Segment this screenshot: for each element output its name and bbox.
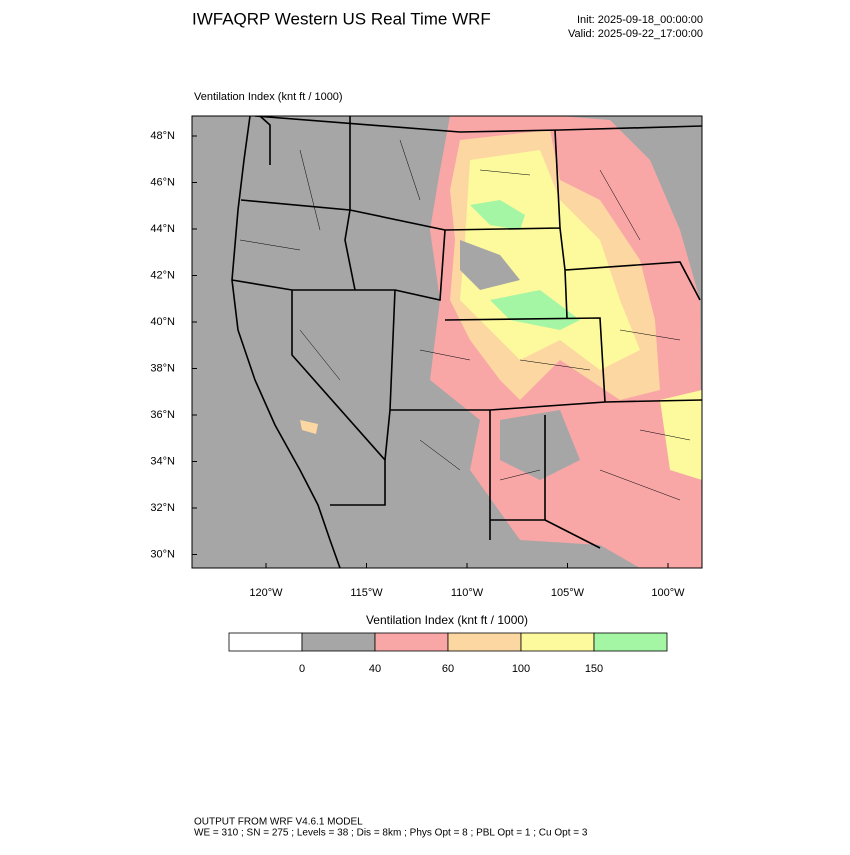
colorbar: 0 40 60 100 150	[228, 632, 668, 675]
map	[192, 116, 702, 568]
lat-label: 30°N	[150, 548, 175, 560]
init-time: Init: 2025-09-18_00:00:00	[577, 14, 703, 26]
lon-label: 115°W	[350, 587, 383, 599]
region-150-plus	[490, 290, 580, 330]
lat-label: 42°N	[150, 269, 175, 281]
lat-label: 46°N	[150, 176, 175, 188]
colorbar-label: 0	[299, 663, 305, 675]
state-borders	[231, 116, 702, 549]
lat-label: 38°N	[150, 362, 175, 374]
lat-label: 44°N	[150, 223, 175, 235]
lat-label: 48°N	[150, 130, 175, 142]
lon-label: 100°W	[651, 587, 685, 599]
region-150-plus	[470, 200, 525, 230]
footer-line: OUTPUT FROM WRF V4.6.1 MODEL	[194, 817, 363, 828]
colorbar-box	[301, 632, 376, 652]
lat-label: 32°N	[150, 502, 175, 514]
valid-time: Valid: 2025-09-22_17:00:00	[568, 28, 703, 40]
colorbar-box	[593, 632, 668, 652]
region-0-40	[500, 410, 580, 480]
region-0-40	[460, 240, 520, 290]
colorbar-label: 150	[585, 663, 603, 675]
lat-label: 40°N	[150, 316, 175, 328]
colorbar-title: Ventilation Index (knt ft / 1000)	[366, 613, 528, 627]
plot-label: Ventilation Index (knt ft / 1000)	[194, 91, 343, 103]
lon-label: 120°W	[249, 587, 283, 599]
puget-sound	[259, 116, 271, 165]
lat-label: 36°N	[150, 409, 175, 421]
lat-label: 34°N	[150, 455, 175, 467]
colorbar-label: 100	[512, 663, 530, 675]
colorbar-box	[228, 632, 303, 652]
region-100-150	[660, 390, 702, 480]
footer-line: WE = 310 ; SN = 275 ; Levels = 38 ; Dis …	[194, 828, 588, 839]
canada-border	[254, 116, 702, 133]
coastline	[231, 116, 341, 568]
colorbar-box	[374, 632, 449, 652]
map-axes: 48°N 46°N 44°N 42°N 40°N 38°N 36°N 34°N 32°N 30°N…	[150, 130, 685, 599]
lon-label: 105°W	[551, 587, 585, 599]
county-borders	[239, 139, 691, 501]
lon-label: 110°W	[451, 587, 484, 599]
title: IWFAQRP Western US Real Time WRF	[192, 9, 491, 28]
region-60-100	[300, 420, 318, 434]
map-frame	[191, 115, 703, 569]
colorbar-box	[520, 632, 595, 652]
colorbar-label: 40	[369, 663, 381, 675]
colorbar-label: 60	[442, 663, 454, 675]
colorbar-box	[447, 632, 522, 652]
